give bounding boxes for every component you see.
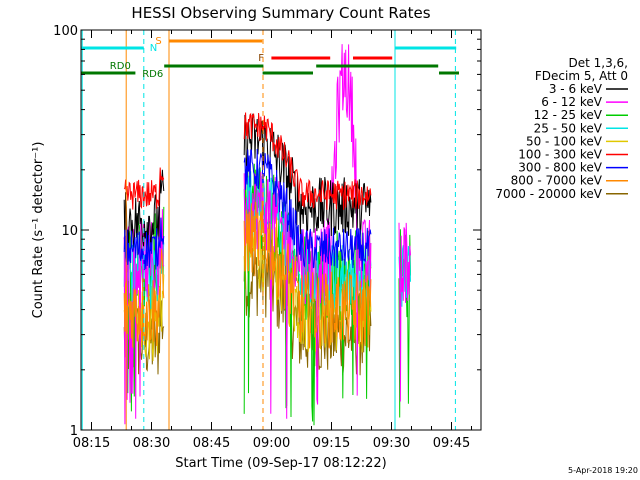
y-axis-label: Count Rate (s⁻¹ detector⁻¹)	[31, 142, 46, 319]
legend-label-2: 12 - 25 keV	[534, 108, 603, 122]
series-trace-1-segment-2	[398, 222, 411, 402]
legend-label-6: 300 - 800 keV	[518, 161, 602, 175]
x-tick-label-2: 08:45	[193, 436, 230, 451]
legend-label-1: 6 - 12 keV	[541, 95, 603, 109]
series-trace-6-segment-1	[243, 148, 372, 272]
x-tick-label-0: 08:15	[73, 436, 110, 451]
series-trace-8-segment-1	[243, 234, 372, 378]
legend-label-4: 50 - 100 keV	[526, 134, 603, 148]
y-tick-label-2: 100	[53, 24, 78, 39]
legend-label-8: 7000 - 20000 keV	[495, 187, 602, 201]
saa-flag-label: S	[155, 36, 161, 47]
legend-header-line-2: FDecim 5, Att 0	[535, 69, 628, 83]
footer-timestamp: 5-Apr-2018 19:20	[568, 466, 638, 475]
x-tick-label-4: 09:15	[313, 436, 350, 451]
night-flag-label: N	[150, 43, 157, 54]
x-tick-label-3: 09:00	[253, 436, 290, 451]
x-tick-label-6: 09:45	[433, 436, 470, 451]
rd6-flag-label: RD6	[142, 69, 163, 80]
series-trace-1-segment-1	[243, 44, 372, 419]
flare-flag-label: F	[258, 53, 264, 64]
series-trace-6-segment-0	[123, 217, 165, 270]
y-tick-label-1: 10	[61, 224, 78, 239]
chart-title: HESSI Observing Summary Count Rates	[131, 4, 430, 22]
legend-label-7: 800 - 7000 keV	[511, 174, 603, 188]
y-tick-label-0: 1	[70, 424, 78, 439]
series-trace-7-segment-1	[243, 200, 372, 349]
legend-header-line-1: Det 1,3,6,	[569, 56, 629, 70]
legend-label-3: 25 - 50 keV	[534, 121, 603, 135]
legend-label-0: 3 - 6 keV	[549, 82, 603, 96]
legend-label-5: 100 - 300 keV	[518, 148, 602, 162]
x-axis-label: Start Time (09-Sep-17 08:12:22)	[175, 456, 386, 471]
x-tick-label-1: 08:30	[133, 436, 170, 451]
rd0-flag-label: RD0	[110, 61, 131, 72]
x-tick-label-5: 09:30	[373, 436, 410, 451]
series-trace-5-segment-1	[243, 112, 372, 210]
